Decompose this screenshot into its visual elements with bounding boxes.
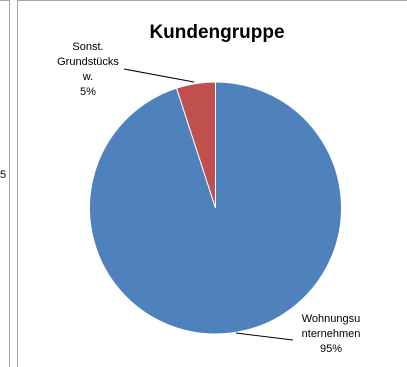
pie-slice-sonst-grundstuecksw [175, 81, 216, 209]
data-label-line: Sonst. [72, 41, 103, 53]
pie-slices [89, 81, 342, 335]
data-label-line: nternehmen [302, 328, 361, 340]
data-label-line: 95% [320, 343, 342, 355]
leader-line-wohnungsunternehmen [235, 332, 294, 341]
leader-line-sonst-grundstuecksw [123, 68, 195, 83]
data-label-line: Grundstücks [57, 56, 119, 68]
leader-lines [123, 68, 294, 341]
data-label-sonst-grundstuecksw: Sonst. Grundstücks w. 5% [57, 41, 119, 98]
left-panel-edge-label: 5 [0, 169, 6, 181]
data-labels: Wohnungsu nternehmen 95% Sonst. Grundstücks w… [57, 41, 360, 355]
chart-title: Kundengruppe [149, 22, 284, 43]
data-label-wohnungsunternehmen: Wohnungsu nternehmen 95% [302, 313, 361, 355]
data-label-line: 5% [80, 86, 96, 98]
data-label-line: Wohnungsu [302, 313, 361, 325]
data-label-line: w. [82, 71, 93, 83]
